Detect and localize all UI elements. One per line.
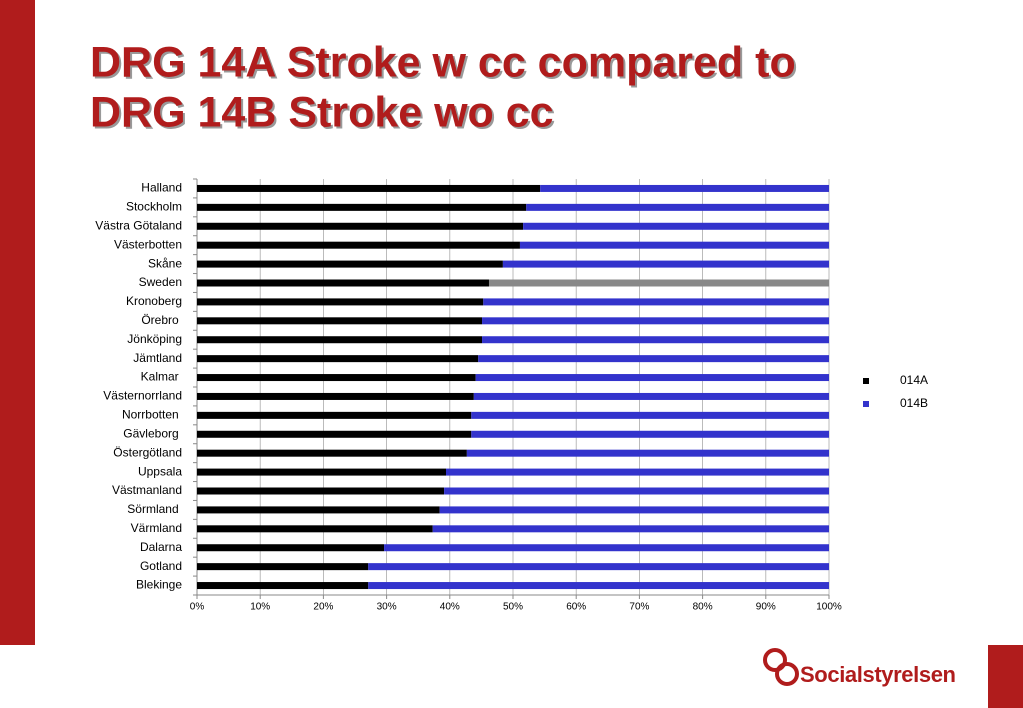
category-label: Västmanland xyxy=(112,483,182,497)
x-tick-label: 50% xyxy=(503,602,523,613)
category-label: Sörmland xyxy=(127,502,182,516)
category-label: Jönköping xyxy=(127,332,182,346)
bar-segment xyxy=(502,260,829,268)
bar-segment xyxy=(197,525,433,533)
bar-segment xyxy=(478,355,829,363)
category-label: Värmland xyxy=(131,521,182,535)
bar-segment xyxy=(368,563,829,571)
x-tick-label: 70% xyxy=(629,602,649,613)
bar-segment xyxy=(368,582,829,590)
category-label: Kronoberg xyxy=(126,294,182,308)
bar-segment xyxy=(197,317,483,325)
bar-segment xyxy=(197,241,520,249)
category-label: Norrbotten xyxy=(122,408,182,422)
bar-segment xyxy=(482,336,829,344)
x-tick-label: 0% xyxy=(190,602,205,613)
bar-segment xyxy=(197,468,447,476)
bar-segment xyxy=(197,374,476,382)
bar-segment xyxy=(197,411,472,419)
x-tick-label: 90% xyxy=(756,602,776,613)
logo-mark xyxy=(775,662,799,686)
bar-segment xyxy=(471,430,829,438)
bar-segment xyxy=(197,506,440,514)
legend-label: 014B xyxy=(900,396,928,410)
category-label: Västernorrland xyxy=(103,389,182,403)
x-tick-label: 10% xyxy=(250,602,270,613)
bar-segment xyxy=(483,298,829,306)
category-label: Blekinge xyxy=(136,578,182,592)
category-label: Örebro xyxy=(141,313,182,327)
x-tick-label: 80% xyxy=(693,602,713,613)
title-shadow: DRG 14B Stroke wo cc xyxy=(92,90,556,138)
title-shadow: DRG 14A Stroke w cc compared to xyxy=(92,40,798,88)
category-label: Gotland xyxy=(140,559,182,573)
bar-segment xyxy=(384,544,829,552)
category-label: Sweden xyxy=(139,275,182,289)
logo-mark xyxy=(763,648,787,672)
bar-segment xyxy=(197,222,524,230)
bar-segment xyxy=(540,184,829,192)
bar-segment xyxy=(473,392,829,400)
bar-segment xyxy=(197,184,541,192)
bar-segment xyxy=(197,336,483,344)
category-label: Uppsala xyxy=(138,464,182,478)
category-label: Stockholm xyxy=(126,200,182,214)
category-label: Halland xyxy=(141,181,182,195)
bar-segment xyxy=(523,222,829,230)
corner-band xyxy=(988,645,1023,708)
x-tick-label: 100% xyxy=(816,602,842,613)
title: DRG 14B Stroke wo cc xyxy=(90,88,554,136)
category-label: Dalarna xyxy=(140,540,182,554)
bar-segment xyxy=(482,317,829,325)
bar-segment xyxy=(446,468,829,476)
category-label: Kalmar xyxy=(141,370,182,384)
legend-swatch xyxy=(863,401,869,407)
side-band xyxy=(0,0,35,645)
bar-segment xyxy=(197,449,467,457)
bar-segment xyxy=(197,544,385,552)
bar-segment xyxy=(197,487,445,495)
bar-segment xyxy=(197,563,369,571)
x-tick-label: 40% xyxy=(440,602,460,613)
bar-segment xyxy=(475,374,829,382)
legend-swatch xyxy=(863,378,869,384)
logo-text: Socialstyrelsen xyxy=(800,662,956,687)
category-label: Gävleborg xyxy=(123,426,182,440)
category-label: Östergötland xyxy=(113,445,182,459)
bar-segment xyxy=(197,392,474,400)
title: DRG 14A Stroke w cc compared to xyxy=(90,38,796,86)
category-label: Jämtland xyxy=(133,351,182,365)
logo: Socialstyrelsen xyxy=(763,648,956,687)
bar-segment xyxy=(526,203,829,211)
bar-segment xyxy=(471,411,829,419)
legend-label: 014A xyxy=(900,373,928,387)
bar-segment xyxy=(197,279,489,287)
x-tick-label: 60% xyxy=(566,602,586,613)
bar-segment xyxy=(488,279,829,287)
x-tick-label: 30% xyxy=(377,602,397,613)
bar-segment xyxy=(197,203,527,211)
bar-segment xyxy=(197,260,503,268)
bar-segment xyxy=(444,487,829,495)
category-label: Skåne xyxy=(148,256,182,270)
bar-segment xyxy=(197,430,472,438)
bar-segment xyxy=(197,582,369,590)
bar-segment xyxy=(466,449,829,457)
bar-segment xyxy=(519,241,829,249)
bar-segment xyxy=(197,355,479,363)
bar-segment xyxy=(439,506,829,514)
bar-segment xyxy=(432,525,829,533)
category-label: Västerbotten xyxy=(114,237,182,251)
bar-segment xyxy=(197,298,484,306)
x-tick-label: 20% xyxy=(313,602,333,613)
category-label: Västra Götaland xyxy=(95,218,182,232)
